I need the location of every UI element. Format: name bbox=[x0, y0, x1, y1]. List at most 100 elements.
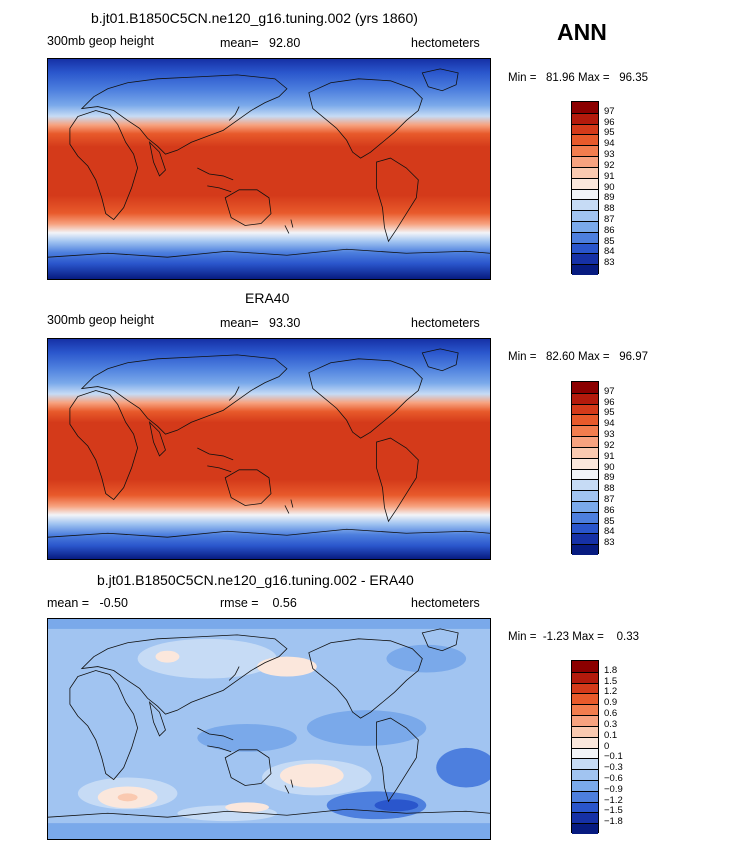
colorbar-tick-label: 88 bbox=[604, 203, 615, 215]
colorbar-swatch bbox=[572, 812, 598, 824]
colorbar-tick-label: 85 bbox=[604, 235, 615, 247]
colorbar-swatch bbox=[572, 166, 598, 178]
colorbar-swatch bbox=[572, 414, 598, 426]
colorbar-swatch bbox=[572, 736, 598, 748]
panel3-minmax-label: Min = -1.23 Max = 0.33 bbox=[508, 631, 640, 643]
colorbar-tick-label: 97 bbox=[604, 105, 615, 117]
panel3-colorbar bbox=[571, 660, 599, 834]
colorbar-tick-label: 0 bbox=[604, 740, 610, 752]
colorbar-swatch bbox=[572, 145, 598, 157]
colorbar-tick-label: −0.9 bbox=[604, 783, 623, 795]
colorbar-swatch bbox=[572, 403, 598, 415]
panel2-map bbox=[47, 338, 491, 560]
colorbar-tick-label: 94 bbox=[604, 138, 615, 150]
colorbar-tick-label: 93 bbox=[604, 149, 615, 161]
colorbar-swatch bbox=[572, 134, 598, 146]
colorbar-swatch bbox=[572, 790, 598, 802]
colorbar-tick-label: 85 bbox=[604, 515, 615, 527]
colorbar-swatch bbox=[572, 436, 598, 447]
colorbar-swatch bbox=[572, 123, 598, 135]
colorbar-tick-label: 0.3 bbox=[604, 718, 618, 730]
colorbar-swatch bbox=[572, 533, 598, 545]
colorbar-swatch bbox=[572, 112, 598, 124]
colorbar-swatch bbox=[572, 823, 598, 834]
colorbar-swatch bbox=[572, 671, 598, 683]
colorbar-tick-label: 83 bbox=[604, 257, 615, 269]
colorbar-swatch bbox=[572, 682, 598, 694]
panel1-mean-label: mean= 92.80 bbox=[220, 36, 301, 50]
colorbar-tick-label: 87 bbox=[604, 493, 615, 505]
colorbar-tick-label: 1.8 bbox=[604, 664, 618, 676]
colorbar-tick-label: 1.5 bbox=[604, 675, 618, 687]
colorbar-swatch bbox=[572, 188, 598, 200]
panel2-title: ERA40 bbox=[245, 290, 290, 306]
panel1-units-label: hectometers bbox=[411, 36, 480, 50]
panel3-units-label: hectometers bbox=[411, 596, 480, 610]
colorbar-swatch bbox=[572, 801, 598, 813]
panel2-mean-label: mean= 93.30 bbox=[220, 316, 301, 330]
panel1-title: b.jt01.B1850C5CN.ne120_g16.tuning.002 (y… bbox=[91, 10, 418, 26]
panel1-map bbox=[47, 58, 491, 280]
colorbar-swatch bbox=[572, 758, 598, 770]
colorbar-swatch bbox=[572, 156, 598, 167]
colorbar-tick-label: 0.9 bbox=[604, 697, 618, 709]
colorbar-swatch bbox=[572, 544, 598, 555]
colorbar-tick-label: 84 bbox=[604, 526, 615, 538]
colorbar-tick-label: 83 bbox=[604, 537, 615, 549]
colorbar-swatch bbox=[572, 693, 598, 705]
colorbar-tick-label: 94 bbox=[604, 418, 615, 430]
colorbar-tick-label: 1.2 bbox=[604, 686, 618, 698]
colorbar-tick-label: 88 bbox=[604, 483, 615, 495]
colorbar-tick-label: 96 bbox=[604, 396, 615, 408]
colorbar-tick-label: 90 bbox=[604, 181, 615, 193]
colorbar-tick-label: −1.2 bbox=[604, 794, 623, 806]
colorbar-tick-label: 89 bbox=[604, 472, 615, 484]
colorbar-tick-label: 97 bbox=[604, 385, 615, 397]
colorbar-swatch bbox=[572, 715, 598, 726]
panel2-minmax-label: Min = 82.60 Max = 96.97 bbox=[508, 351, 648, 363]
colorbar-tick-label: 84 bbox=[604, 246, 615, 258]
panel3-title: b.jt01.B1850C5CN.ne120_g16.tuning.002 - … bbox=[97, 572, 414, 588]
colorbar-swatch bbox=[572, 199, 598, 211]
colorbar-swatch bbox=[572, 500, 598, 512]
colorbar-swatch bbox=[572, 253, 598, 265]
colorbar-tick-label: −0.6 bbox=[604, 772, 623, 784]
colorbar-tick-label: 92 bbox=[604, 439, 615, 451]
colorbar-swatch bbox=[572, 102, 598, 113]
colorbar-swatch bbox=[572, 457, 598, 469]
colorbar-swatch bbox=[572, 479, 598, 491]
colorbar-tick-label: 91 bbox=[604, 450, 615, 462]
colorbar-swatch bbox=[572, 522, 598, 534]
colorbar-tick-label: 87 bbox=[604, 213, 615, 225]
colorbar-tick-label: 95 bbox=[604, 127, 615, 139]
colorbar-swatch bbox=[572, 511, 598, 523]
panel2-variable-label: 300mb geop height bbox=[47, 313, 155, 327]
panel1-variable-label: 300mb geop height bbox=[47, 34, 155, 48]
colorbar-swatch bbox=[572, 210, 598, 221]
colorbar-swatch bbox=[572, 242, 598, 254]
colorbar-swatch bbox=[572, 264, 598, 275]
colorbar-tick-label: 86 bbox=[604, 504, 615, 516]
colorbar-swatch bbox=[572, 779, 598, 791]
colorbar-tick-label: 89 bbox=[604, 192, 615, 204]
panel3-map bbox=[47, 618, 491, 840]
colorbar-tick-label: 0.6 bbox=[604, 708, 618, 720]
colorbar-tick-label: 92 bbox=[604, 159, 615, 171]
colorbar-swatch bbox=[572, 382, 598, 393]
colorbar-tick-label: 93 bbox=[604, 429, 615, 441]
colorbar-swatch bbox=[572, 177, 598, 189]
colorbar-tick-label: 95 bbox=[604, 407, 615, 419]
colorbar-swatch bbox=[572, 392, 598, 404]
colorbar-tick-label: 96 bbox=[604, 116, 615, 128]
colorbar-tick-label: 91 bbox=[604, 170, 615, 182]
panel1-colorbar bbox=[571, 101, 599, 275]
colorbar-swatch bbox=[572, 220, 598, 232]
colorbar-tick-label: 90 bbox=[604, 461, 615, 473]
colorbar-swatch bbox=[572, 425, 598, 437]
panel2-units-label: hectometers bbox=[411, 316, 480, 330]
colorbar-swatch bbox=[572, 769, 598, 780]
colorbar-swatch bbox=[572, 661, 598, 672]
colorbar-tick-label: −0.3 bbox=[604, 762, 623, 774]
colorbar-swatch bbox=[572, 747, 598, 759]
colorbar-tick-label: −1.5 bbox=[604, 805, 623, 817]
